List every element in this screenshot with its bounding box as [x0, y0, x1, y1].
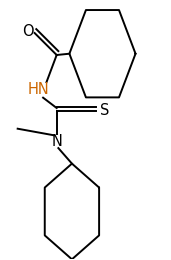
Text: S: S: [100, 103, 110, 118]
Text: O: O: [22, 24, 34, 39]
Text: N: N: [51, 134, 62, 149]
Text: HN: HN: [27, 82, 49, 98]
